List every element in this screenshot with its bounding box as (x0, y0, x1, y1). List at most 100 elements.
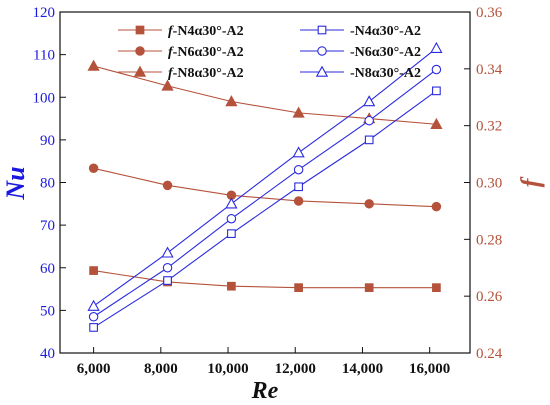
y-right-tick-label: 0.32 (476, 119, 502, 135)
data-point (89, 266, 98, 275)
legend-suffix: -N4α30°-A2 (350, 24, 421, 39)
data-point (225, 197, 238, 209)
legend-suffix: -N8α30°-A2 (350, 66, 421, 81)
legend-label: f-N6α30°-A2 (168, 45, 244, 60)
legend-label: f-N4α30°-A2 (168, 24, 244, 39)
legend: f-N4α30°-A2f-N6α30°-A2f-N8α30°-A2-N4α30°… (118, 24, 421, 81)
data-point (162, 262, 173, 273)
legend-prefix: f (168, 24, 174, 39)
data-point (162, 180, 173, 191)
legend-label: -N8α30°-A2 (350, 66, 421, 81)
data-point (363, 95, 376, 107)
data-point (431, 64, 442, 75)
tick-labels: 40 50 60 70 80 90 100 110 120 0.24 0.26 0.28 0.30 0.3… (33, 5, 503, 377)
series-5 (88, 64, 442, 322)
data-point (227, 281, 236, 291)
legend-marker (317, 46, 327, 56)
data-point (292, 146, 305, 158)
data-point (430, 41, 443, 53)
legend-entry: f-N4α30°-A2 (118, 24, 244, 39)
y-left-tick-label: 100 (33, 90, 56, 106)
data-point (87, 59, 100, 71)
y-left-axis-title: Nu (1, 166, 30, 200)
legend-suffix: -N4α30°-A2 (173, 24, 244, 39)
series-1 (89, 266, 441, 292)
legend-marker (133, 65, 147, 77)
y-right-axis-title: f (516, 176, 545, 187)
legend-suffix: -N6α30°-A2 (173, 45, 244, 60)
axis-ticks (60, 11, 470, 354)
y-left-tick-label: 90 (40, 133, 55, 149)
data-point (364, 135, 374, 145)
y-right-tick-label: 0.36 (476, 5, 503, 21)
legend-label: f-N8α30°-A2 (168, 66, 244, 81)
x-tick-label: 12,000 (275, 361, 316, 377)
legend-marker (315, 65, 329, 77)
y-right-tick-label: 0.34 (476, 62, 503, 78)
series-line (93, 270, 437, 289)
data-point (163, 276, 172, 285)
y-left-tick-label: 60 (40, 261, 55, 277)
data-point (432, 283, 441, 292)
series-6 (87, 41, 443, 311)
data-point (293, 196, 304, 206)
data-point (88, 163, 99, 174)
x-tick-label: 6,000 (77, 361, 111, 377)
legend-marker (135, 25, 145, 35)
legend-entry: f-N8α30°-A2 (118, 65, 244, 81)
y-right-tick-label: 0.26 (476, 289, 503, 305)
series-line (93, 65, 437, 125)
y-right-tick-label: 0.28 (476, 232, 502, 248)
data-point (89, 323, 98, 332)
legend-suffix: -N8α30°-A2 (173, 66, 244, 81)
series-line (93, 47, 437, 307)
legend-entry: -N6α30°-A2 (300, 45, 421, 60)
legend-marker (317, 25, 327, 35)
data-point (364, 283, 374, 292)
data-point (364, 199, 374, 209)
series-2 (88, 163, 442, 212)
data-point (430, 117, 443, 129)
legend-marker (135, 46, 145, 56)
data-point (293, 164, 304, 175)
legend-prefix: f (168, 66, 174, 81)
data-point (161, 246, 174, 258)
data-point (227, 229, 236, 239)
data-point (292, 106, 305, 118)
legend-label: -N4α30°-A2 (350, 24, 421, 39)
legend-label: -N6α30°-A2 (350, 45, 421, 60)
x-tick-label: 14,000 (342, 361, 383, 377)
x-tick-label: 10,000 (207, 361, 248, 377)
series-line (93, 69, 437, 318)
data-point (294, 182, 303, 192)
data-point (294, 283, 303, 292)
data-point (87, 299, 100, 311)
x-tick-label: 16,000 (409, 361, 450, 377)
legend-suffix: -N6α30°-A2 (350, 45, 421, 60)
data-point (226, 213, 237, 224)
data-point (88, 312, 99, 322)
y-left-tick-label: 80 (40, 176, 55, 192)
series-line (93, 90, 437, 328)
legend-entry: f-N6α30°-A2 (118, 45, 244, 60)
y-left-tick-label: 110 (33, 48, 55, 64)
y-right-tick-label: 0.30 (476, 176, 502, 192)
y-left-tick-label: 50 (40, 303, 55, 319)
x-axis-title: Re (251, 378, 279, 404)
y-left-tick-label: 120 (33, 5, 56, 21)
data-point (431, 201, 442, 212)
data-point (161, 79, 174, 91)
data-point (364, 115, 374, 126)
legend-prefix: f (168, 45, 174, 60)
y-right-tick-label: 0.24 (476, 346, 503, 362)
plot-frame (59, 11, 471, 354)
data-point (432, 86, 441, 96)
data-point (225, 95, 238, 107)
x-tick-label: 8,000 (144, 361, 178, 377)
series-line (93, 167, 437, 208)
y-left-tick-label: 40 (40, 346, 55, 362)
series-layer (87, 41, 443, 332)
legend-entry: -N4α30°-A2 (300, 24, 421, 39)
y-left-tick-label: 70 (40, 218, 55, 234)
